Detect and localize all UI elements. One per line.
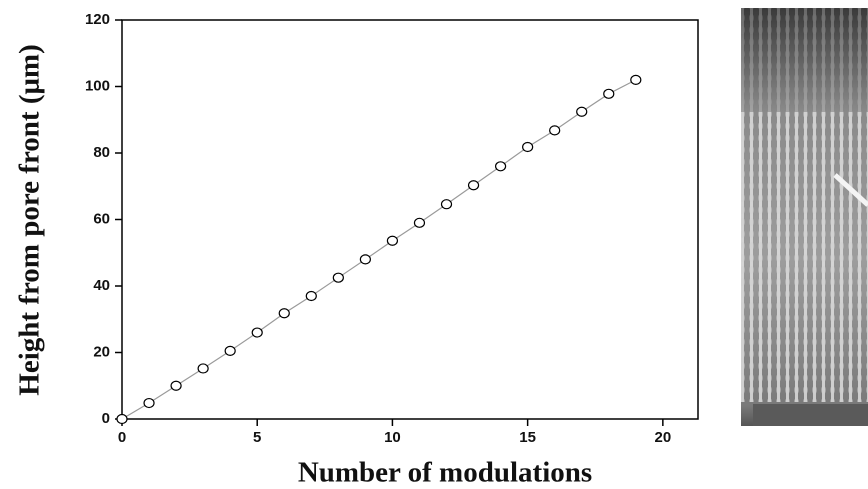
data-point [630,74,642,85]
data-point [467,180,480,191]
data-point [332,272,344,283]
x-axis-title: Number of modulations [298,457,592,489]
plot-frame [121,19,699,420]
data-point [305,290,317,302]
x-tick-label: 15 [519,429,536,446]
data-point [603,88,615,99]
data-point [522,141,534,153]
y-tick-label: 80 [93,144,110,161]
y-tick-label: 40 [93,277,110,294]
y-tick-label: 20 [93,343,110,360]
y-tick-label: 60 [93,210,110,227]
data-point [440,199,453,210]
data-point [386,235,399,246]
data-point [278,308,290,319]
sem-image [741,8,868,426]
data-point [576,106,588,117]
data-point [224,345,236,356]
data-point [413,217,426,228]
data-point [549,125,561,136]
data-point [143,397,155,409]
data-point [116,413,128,425]
y-tick-label: 0 [102,410,110,427]
x-tick-label: 10 [384,429,401,446]
x-tick-label: 0 [118,429,126,446]
y-axis-title: Height from pore front (μm) [14,44,46,395]
data-point [170,380,182,391]
data-point [197,363,209,374]
y-tick-label: 100 [85,77,110,94]
data-point [494,161,507,172]
x-tick-label: 20 [655,429,672,446]
y-tick-label: 120 [85,11,110,28]
data-point [251,327,263,338]
x-tick-label: 5 [253,429,261,446]
data-point [359,254,371,265]
